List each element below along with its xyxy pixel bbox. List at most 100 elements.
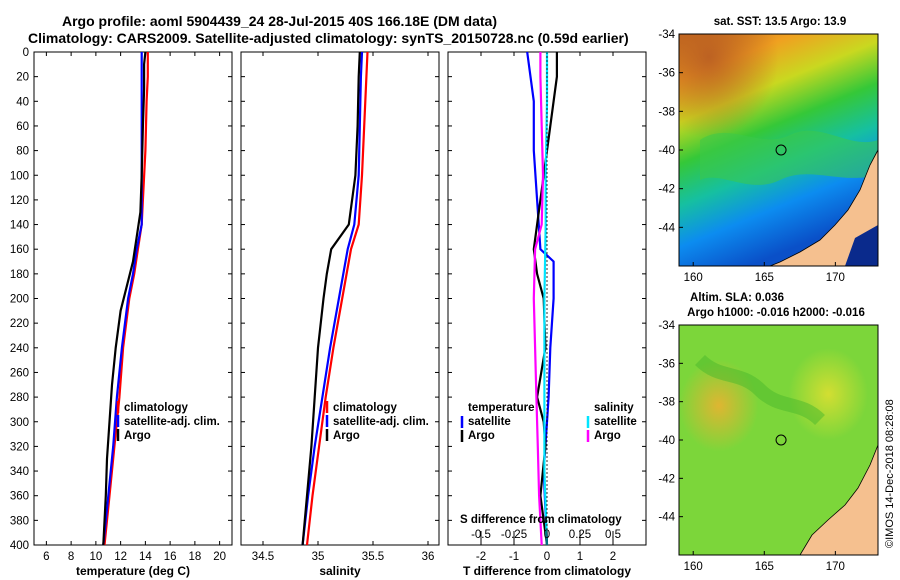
legend-label-satellite: satellite-adj. clim. [124, 416, 220, 428]
secondary-axis-ticks: -0.5 -0.25 0 0.25 0.5 [471, 529, 621, 545]
secondary-tick-label: -0.5 [471, 529, 491, 541]
depth-tick-label: 280 [10, 392, 29, 404]
map-y-tick-label: -42 [658, 473, 675, 485]
legend-label-s-satellite: satellite [594, 416, 637, 428]
map-y-tick-label: -34 [658, 320, 675, 332]
series-line-argo [102, 51, 147, 546]
map-y-tick-label: -42 [658, 184, 675, 196]
depth-tick-label: 100 [10, 170, 29, 182]
x-tick-label: 0 [544, 551, 550, 563]
depth-tick-label: 160 [10, 244, 29, 256]
x-tick-label: 14 [139, 551, 152, 563]
depth-tick-label: 320 [10, 441, 29, 453]
depth-tick-label: 380 [10, 515, 29, 527]
legend-label-argo: Argo [333, 430, 360, 442]
map-x-tick-label: 165 [755, 561, 774, 573]
map-y-tick-label: -40 [658, 145, 675, 157]
series-line-argo [301, 51, 361, 546]
sla-low-band [695, 354, 825, 426]
temperature-panel-frame [33, 51, 233, 546]
temperature-xlabel: temperature (deg C) [76, 564, 190, 578]
profile-plots [102, 51, 559, 546]
salinity-xlabel: salinity [319, 564, 361, 578]
x-tick-label: 1 [577, 551, 583, 563]
sla-map [678, 324, 879, 556]
sst-green-band [700, 130, 878, 185]
map-x-tick-label: 160 [684, 561, 703, 573]
depth-tick-label: 400 [10, 540, 29, 552]
legend-label-argo: Argo [124, 430, 151, 442]
temperature-legend: climatology satellite-adj. clim. Argo [116, 401, 220, 442]
depth-tick-label: 360 [10, 491, 29, 503]
secondary-tick-label: 0.5 [605, 529, 621, 541]
x-tick-label: 2 [610, 551, 616, 563]
map-y-tick-label: -40 [658, 435, 675, 447]
x-tick-label: 35 [312, 551, 325, 563]
secondary-tick-label: 0 [544, 529, 550, 541]
depth-tick-label: 80 [16, 146, 29, 158]
legend-label-s-argo: Argo [594, 430, 621, 442]
difference-xlabel: T difference from climatology [463, 564, 631, 578]
secondary-tick-label: -0.25 [501, 529, 527, 541]
sst-map-ticks: 160 165 170 -34 -36 -38 -40 -42 -44 [658, 29, 845, 284]
sst-map [678, 33, 879, 267]
x-tick-label: 20 [213, 551, 226, 563]
title-line-1: Argo profile: aoml 5904439_24 28-Jul-201… [62, 13, 497, 29]
depth-tick-label: 220 [10, 318, 29, 330]
sla-map-title: Altim. SLA: 0.036 [690, 292, 784, 304]
x-tick-label: 8 [68, 551, 74, 563]
depth-tick-label: 200 [10, 294, 29, 306]
x-tick-label: 35.5 [362, 551, 384, 563]
depth-tick-label: 300 [10, 417, 29, 429]
series-line-s-satellite [543, 52, 549, 546]
map-y-tick-label: -44 [658, 512, 675, 524]
sst-map-title: sat. SST: 13.5 Argo: 13.9 [714, 16, 847, 28]
map-x-tick-label: 165 [755, 272, 774, 284]
map-y-tick-label: -34 [658, 29, 675, 41]
argo-position-marker [775, 434, 787, 446]
x-tick-label: 36 [422, 551, 435, 563]
series-line-satellite-adj-clim- [301, 51, 364, 546]
x-tick-label: 10 [89, 551, 102, 563]
series-line-climatology [103, 52, 149, 546]
legend-label-climatology: climatology [124, 402, 189, 414]
map-y-tick-label: -38 [658, 106, 675, 118]
depth-tick-label: 260 [10, 367, 29, 379]
x-tick-label: 34.5 [252, 551, 274, 563]
map-y-tick-label: -44 [658, 222, 675, 234]
x-tick-label: -1 [509, 551, 519, 563]
legend-label-t-argo: Argo [468, 430, 495, 442]
secondary-tick-label: 0.25 [569, 529, 591, 541]
deep-blue-corner [845, 225, 878, 266]
depth-tick-label: 240 [10, 343, 29, 355]
difference-legend: temperature satellite Argo salinity sate… [460, 402, 637, 442]
legend-label-climatology: climatology [333, 402, 398, 414]
depth-tick-label: 180 [10, 269, 29, 281]
depth-tick-label: 0 [23, 47, 29, 59]
x-tick-label: -2 [476, 551, 486, 563]
secondary-axis-label: S difference from climatology [460, 514, 622, 526]
x-tick-label: 16 [164, 551, 177, 563]
sla-map-subtitle: Argo h1000: -0.016 h2000: -0.016 [687, 307, 865, 319]
series-line-satellite-adj-clim- [102, 52, 143, 546]
depth-tick-label: 20 [16, 72, 29, 84]
title-line-2: Climatology: CARS2009. Satellite-adjuste… [28, 30, 629, 46]
salinity-legend: climatology satellite-adj. clim. Argo [325, 401, 429, 442]
map-x-tick-label: 160 [684, 272, 703, 284]
map-x-tick-label: 170 [826, 272, 845, 284]
argo-position-marker [775, 144, 787, 156]
imos-stamp: ©IMOS 14-Dec-2018 08:28:08 [884, 399, 896, 548]
depth-tick-label: 60 [16, 121, 29, 133]
x-tick-label: 6 [43, 551, 49, 563]
x-tick-label: 12 [114, 551, 127, 563]
series-line-climatology [305, 51, 369, 546]
legend-label-satellite: satellite-adj. clim. [333, 416, 429, 428]
legend-title-salinity: salinity [594, 402, 634, 414]
depth-axis: 0204060801001201401601802002202402602803… [10, 47, 646, 563]
depth-tick-label: 340 [10, 466, 29, 478]
map-y-tick-label: -36 [658, 68, 675, 80]
series-line-s-argo [532, 52, 545, 546]
map-y-tick-label: -38 [658, 397, 675, 409]
legend-title-temperature: temperature [468, 402, 534, 414]
